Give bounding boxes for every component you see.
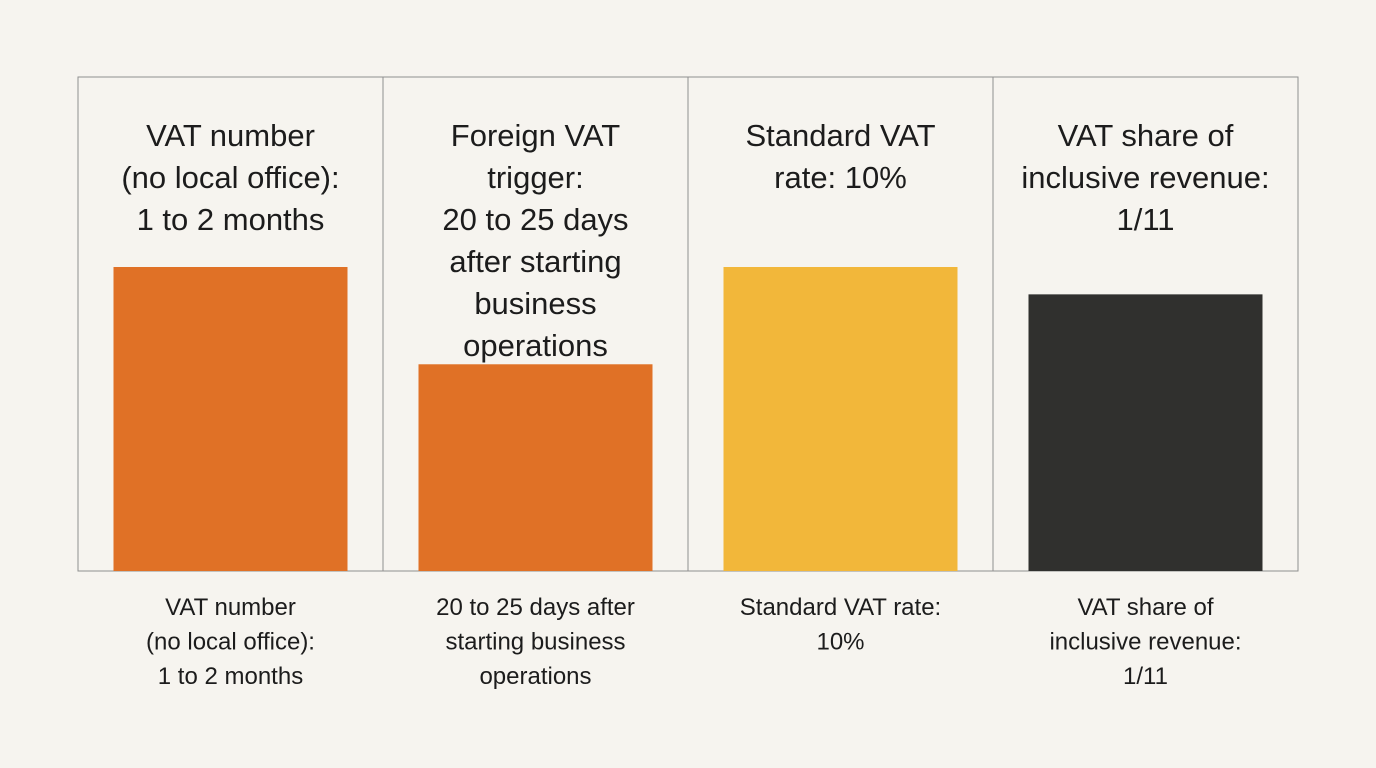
panel-title-4-line-3: 1/11 xyxy=(1116,202,1174,237)
panel-title-2-line-4: after starting xyxy=(449,244,621,279)
panel-title-4-line-2: inclusive revenue: xyxy=(1021,160,1269,195)
panel-title-2-line-6: operations xyxy=(463,328,608,363)
panel-title-3-line-2: rate: 10% xyxy=(774,160,907,195)
bar-1 xyxy=(113,267,348,571)
category-label-1-line-3: 1 to 2 months xyxy=(158,663,303,690)
panel-title-1-line-3: 1 to 2 months xyxy=(137,202,325,237)
category-label-3-line-2: 10% xyxy=(816,629,864,656)
panel-title-2-line-1: Foreign VAT xyxy=(451,118,620,153)
bar-4 xyxy=(1028,294,1263,571)
category-label-4-line-2: inclusive revenue: xyxy=(1049,629,1241,656)
panel-title-1-line-1: VAT number xyxy=(146,118,315,153)
panel-title-3-line-1: Standard VAT xyxy=(745,118,935,153)
panel-title-2-line-5: business xyxy=(474,286,596,321)
category-label-2-line-1: 20 to 25 days after xyxy=(436,594,635,621)
category-label-4-line-1: VAT share of xyxy=(1077,594,1213,621)
category-label-3-line-1: Standard VAT rate: xyxy=(740,594,941,621)
bar-3 xyxy=(723,267,958,571)
category-label-2-line-3: operations xyxy=(479,663,591,690)
panel-title-4-line-1: VAT share of xyxy=(1058,118,1234,153)
chart-panels: VAT number (no local office): 1 to 2 month… xyxy=(77,76,1299,690)
category-label-1-line-2: (no local office): xyxy=(146,629,315,656)
panel-title-2-line-2: trigger: xyxy=(487,160,583,195)
category-label-2-line-2: starting business xyxy=(445,629,625,656)
bar-2 xyxy=(418,364,653,571)
category-label-1-line-1: VAT number xyxy=(165,594,296,621)
category-label-4-line-3: 1/11 xyxy=(1123,663,1168,690)
panel-title-2-line-3: 20 to 25 days xyxy=(442,202,628,237)
panel-title-1-line-2: (no local office): xyxy=(121,160,339,195)
